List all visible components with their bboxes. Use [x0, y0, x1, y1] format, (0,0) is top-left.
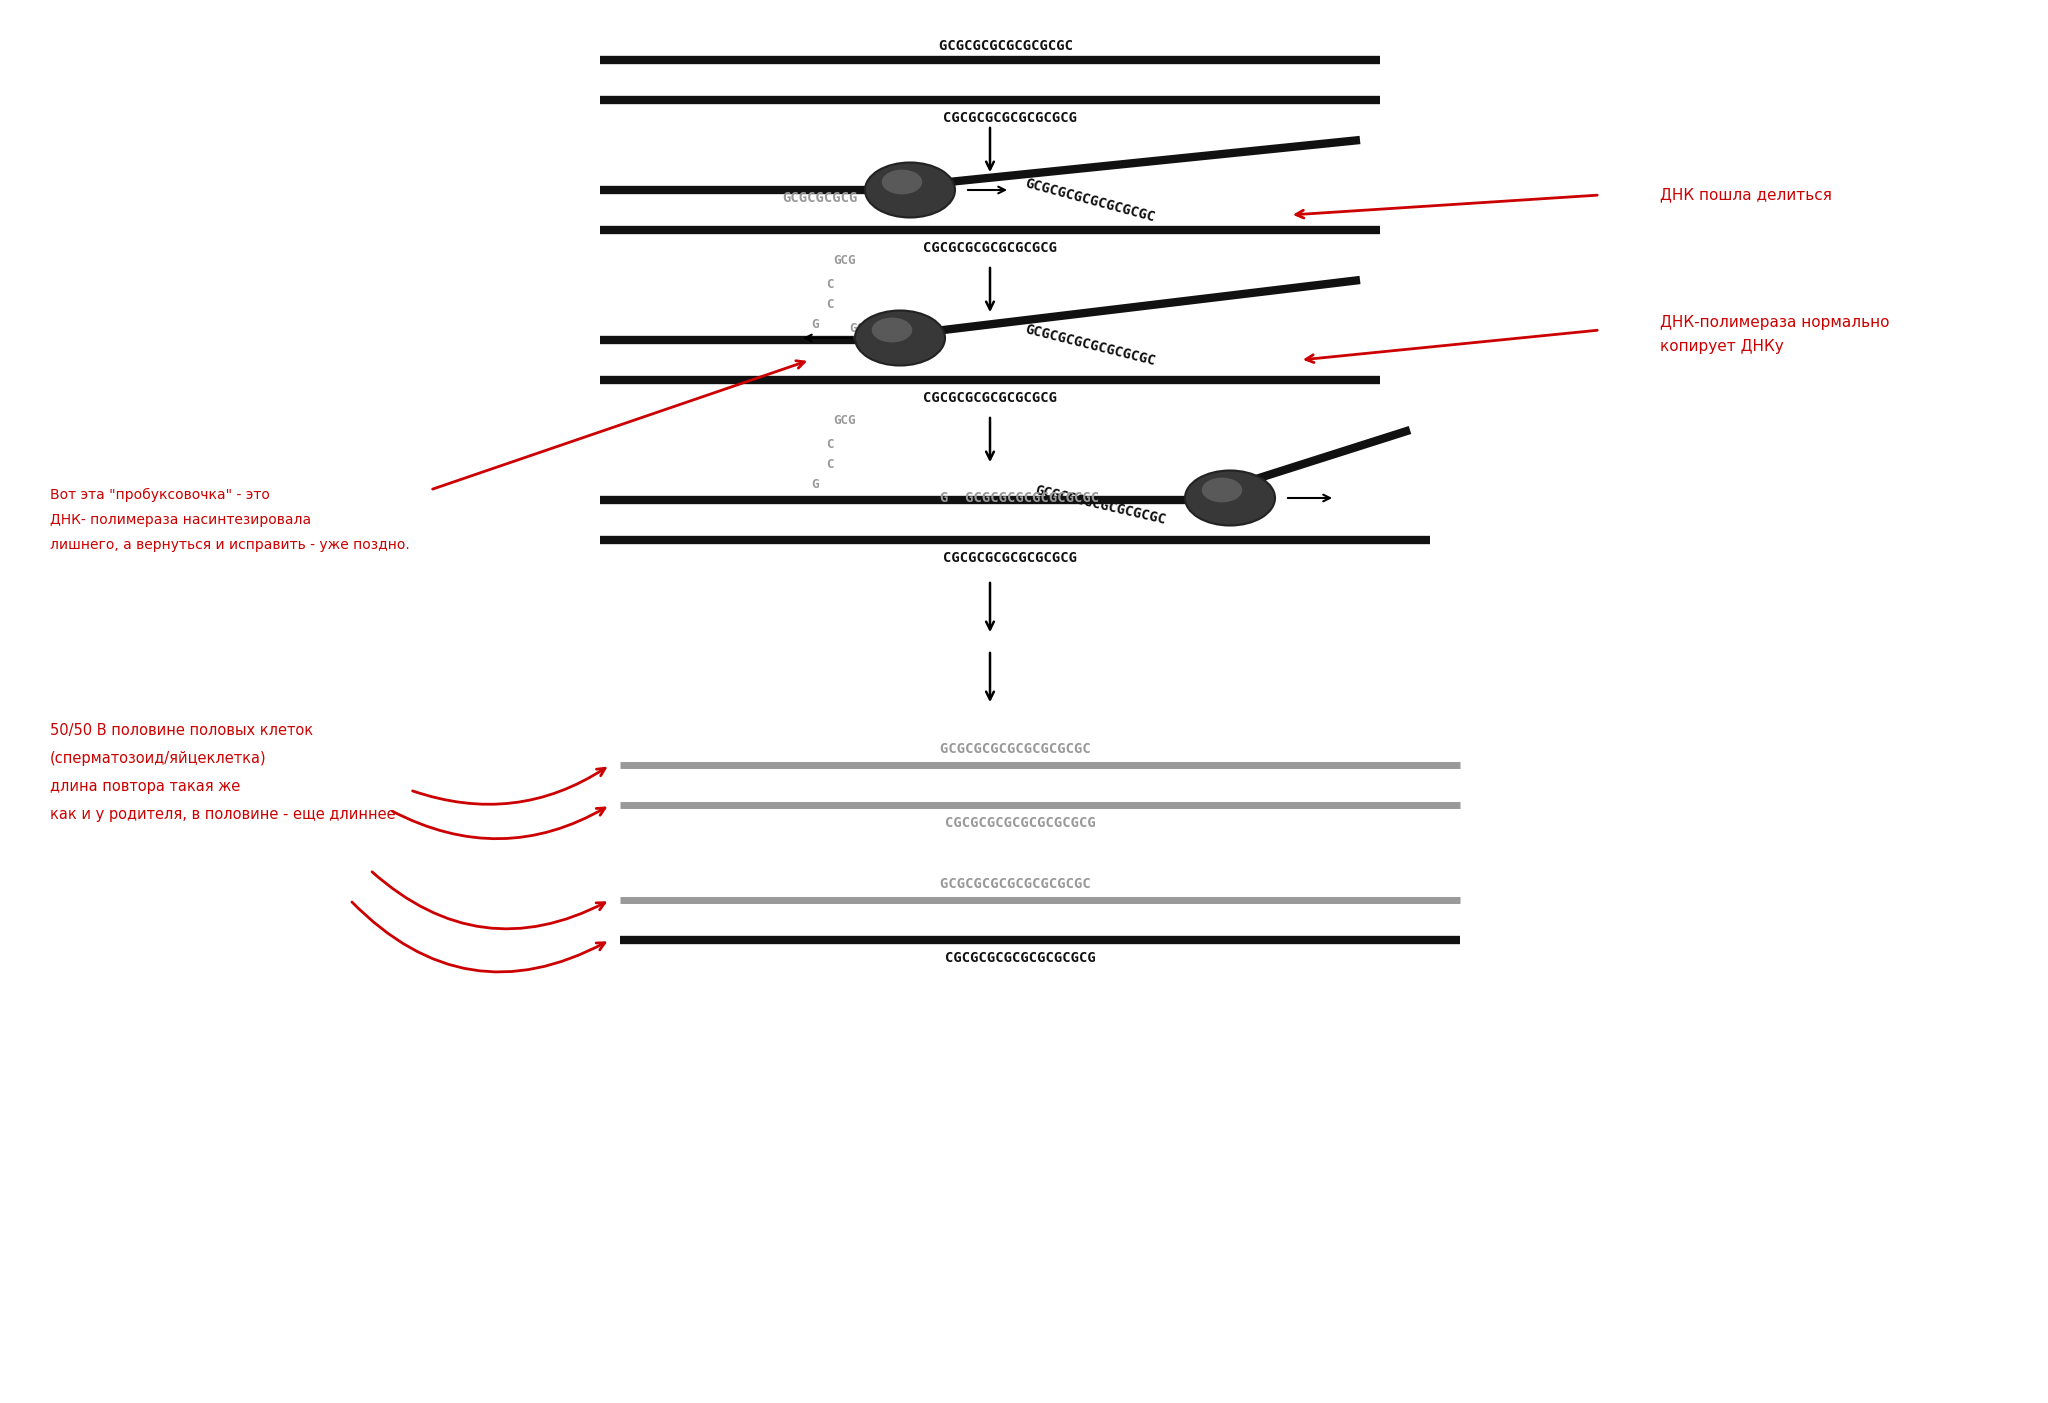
Text: GCGCGCGCGCGCGCGC: GCGCGCGCGCGCGCGC [1024, 323, 1157, 368]
Text: (сперматозоид/яйцеклетка): (сперматозоид/яйцеклетка) [49, 751, 266, 766]
Text: GCGCGCGCGCGCGCGCGC: GCGCGCGCGCGCGCGCGC [940, 742, 1100, 756]
Text: C: C [825, 459, 834, 471]
Text: CGCGCGCGCGCGCGCG: CGCGCGCGCGCGCGCG [924, 241, 1057, 255]
Text: GCG: GCG [834, 254, 856, 267]
Text: GCGCGCGCGCGCGCGC: GCGCGCGCGCGCGCGC [1032, 483, 1167, 528]
Text: ДНК пошла делиться: ДНК пошла делиться [1661, 188, 1831, 202]
Ellipse shape [883, 170, 922, 195]
Text: CGCGCGCGCGCGCGCG: CGCGCGCGCGCGCGCG [942, 551, 1077, 565]
Text: C: C [825, 279, 834, 292]
Text: длина повтора такая же: длина повтора такая же [49, 779, 240, 794]
Ellipse shape [872, 317, 911, 342]
Ellipse shape [864, 163, 954, 217]
Text: CGCGCGCGCGCGCGCG: CGCGCGCGCGCGCGCG [924, 391, 1057, 405]
Text: GCG: GCG [834, 414, 856, 427]
Text: CGCGCGCGCGCGCGCG: CGCGCGCGCGCGCGCG [942, 111, 1077, 125]
Text: GCG: GCG [852, 331, 877, 345]
Text: CGCGCGCGCGCGCGCGCG: CGCGCGCGCGCGCGCGCG [944, 817, 1096, 831]
Text: G: G [811, 478, 819, 491]
Text: CGCGCGCGCGCGCGCGCG: CGCGCGCGCGCGCGCGCG [944, 951, 1096, 965]
Text: GCGCGCGCGCGCGCGCGC: GCGCGCGCGCGCGCGCGC [940, 877, 1100, 891]
Text: копирует ДНКу: копирует ДНКу [1661, 340, 1784, 355]
Text: G  GCGCGCGCGCGCGCGC: G GCGCGCGCGCGCGCGC [940, 491, 1100, 505]
Text: ДНК- полимераза насинтезировала: ДНК- полимераза насинтезировала [49, 513, 311, 528]
Ellipse shape [1202, 477, 1243, 502]
Ellipse shape [854, 310, 944, 366]
Text: GCGCGCGCG: GCGCGCGCG [782, 191, 858, 205]
Text: лишнего, а вернуться и исправить - уже поздно.: лишнего, а вернуться и исправить - уже п… [49, 537, 410, 551]
Text: Вот эта "пробуксовочка" - это: Вот эта "пробуксовочка" - это [49, 488, 270, 502]
Ellipse shape [1186, 470, 1276, 526]
Text: GCGCGCGCGCGCGCGC: GCGCGCGCGCGCGCGC [938, 39, 1081, 53]
Text: C: C [825, 299, 834, 311]
Text: ДНК-полимераза нормально: ДНК-полимераза нормально [1661, 314, 1890, 330]
Text: как и у родителя, в половине - еще длиннее: как и у родителя, в половине - еще длинн… [49, 807, 395, 822]
Text: GCGCGCGCGCGCGCGC: GCGCGCGCGCGCGCGC [1024, 175, 1157, 224]
Text: C: C [825, 439, 834, 452]
Text: GCG: GCG [848, 321, 870, 334]
Text: G: G [811, 318, 819, 331]
Text: 50/50 В половине половых клеток: 50/50 В половине половых клеток [49, 723, 313, 738]
